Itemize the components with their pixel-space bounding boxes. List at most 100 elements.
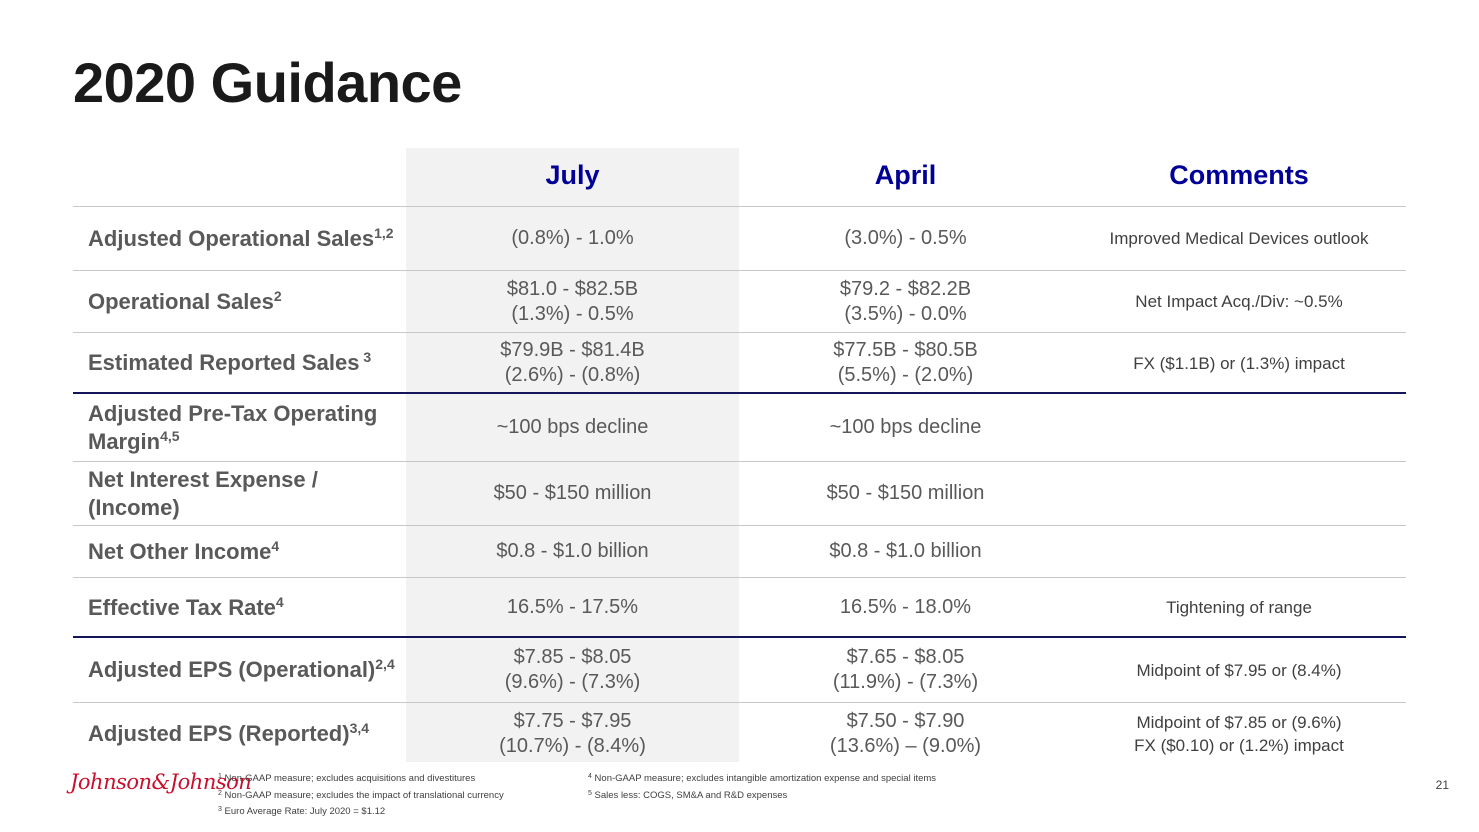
table-row: Adjusted Operational Sales1,2 (0.8%) - 1.…: [73, 207, 1406, 270]
july-value-cell: (0.8%) - 1.0%: [406, 207, 739, 270]
footnote: 3 Euro Average Rate: July 2020 = $1.12: [218, 806, 386, 817]
july-value-cell: $50 - $150 million: [406, 462, 739, 525]
april-value-cell: ~100 bps decline: [739, 394, 1072, 461]
july-value: (0.8%) - 1.0%: [511, 227, 634, 249]
comment-cell: Net Impact Acq./Div: ~0.5%: [1072, 271, 1406, 332]
july-value: $81.0 - $82.5B: [506, 277, 639, 300]
july-value: (9.6%) - (7.3%): [504, 671, 641, 693]
july-value-cell: $0.8 - $1.0 billion: [406, 526, 739, 577]
comment: Midpoint of $7.95 or (8.4%): [1136, 660, 1342, 680]
row-label: Adjusted Operational Sales1,2: [88, 224, 394, 251]
table-row: Adjusted EPS (Operational)2,4 $7.85 - $8.…: [73, 638, 1406, 702]
april-value: $7.50 - $7.90: [846, 709, 965, 732]
footnote: 4 Non-GAAP measure; excludes intangible …: [588, 773, 937, 784]
row-divider: [73, 525, 1406, 526]
april-value: (3.0%) - 0.5%: [844, 227, 967, 249]
column-header-july: July: [545, 160, 600, 190]
july-value: (10.7%) - (8.4%): [499, 734, 646, 757]
comment-cell: Midpoint of $7.95 or (8.4%): [1072, 638, 1406, 702]
table-row: Adjusted EPS (Reported)3,4 $7.75 - $7.95(…: [73, 703, 1406, 764]
comment-cell: [1072, 526, 1406, 577]
table-row: Net Other Income4 $0.8 - $1.0 billion $0.8…: [73, 526, 1406, 577]
april-value-cell: $79.2 - $82.2B (3.5%) - 0.0%: [739, 271, 1072, 332]
company-logo: Johnson&Johnson: [70, 770, 252, 794]
comment-cell: FX ($1.1B) or (1.3%) impact: [1072, 333, 1406, 393]
april-value: $0.8 - $1.0 billion: [829, 540, 982, 562]
july-value: $50 - $150 million: [493, 482, 652, 504]
comment-cell: Tightening of range: [1072, 578, 1406, 637]
july-value: $0.8 - $1.0 billion: [496, 540, 649, 562]
april-value-cell: 16.5% - 18.0%: [739, 578, 1072, 637]
row-label: Adjusted Pre-Tax Operating Margin4,5: [88, 400, 378, 454]
table-row: Net Interest Expense / (Income) $50 - $15…: [73, 462, 1406, 525]
table-row: Operational Sales2 $81.0 - $82.5B (1.3%) -…: [73, 271, 1406, 332]
july-value-cell: ~100 bps decline: [406, 394, 739, 461]
april-value-cell: (3.0%) - 0.5%: [739, 207, 1072, 270]
comment: FX ($0.10) or (1.2%) impact: [1134, 735, 1344, 755]
july-value: 16.5% - 17.5%: [506, 596, 639, 618]
april-value-cell: $77.5B - $80.5B (5.5%) - (2.0%): [739, 333, 1072, 393]
footnote: 2 Non-GAAP measure; excludes the impact …: [218, 789, 504, 801]
row-divider: [73, 702, 1406, 703]
april-value: $79.2 - $82.2B: [839, 277, 972, 300]
april-value: (11.9%) - (7.3%): [832, 671, 979, 693]
comment: Improved Medical Devices outlook: [1109, 229, 1369, 248]
comment: Net Impact Acq./Div: ~0.5%: [1135, 292, 1343, 311]
july-value: (2.6%) - (0.8%): [504, 364, 641, 386]
footnote: 5 Sales less: COGS, SM&A and R&D expense…: [588, 789, 788, 801]
footnote-ref: 4: [271, 537, 280, 554]
april-value: 16.5% - 18.0%: [839, 596, 972, 618]
april-value: (3.5%) - 0.0%: [844, 302, 967, 325]
page-title: 2020 Guidance: [73, 51, 462, 114]
row-divider: [73, 332, 1406, 333]
row-label: Adjusted EPS (Reported)3,4: [88, 719, 370, 746]
section-divider: [73, 636, 1406, 638]
comment-cell: [1072, 462, 1406, 525]
april-value: (13.6%) – (9.0%): [829, 734, 982, 757]
footnote-ref: 4: [275, 593, 284, 610]
comment-cell: Midpoint of $7.85 or (9.6%) FX ($0.10) or…: [1072, 703, 1406, 764]
comment-cell: Improved Medical Devices outlook: [1072, 207, 1406, 270]
footnotes-right: 4 Non-GAAP measure; excludes intangible …: [588, 771, 936, 804]
row-divider: [73, 270, 1406, 271]
footnote-ref: 2: [273, 287, 282, 304]
column-header-april: April: [874, 160, 937, 190]
july-value-cell: $7.85 - $8.05 (9.6%) - (7.3%): [406, 638, 739, 702]
april-value: ~100 bps decline: [829, 416, 982, 438]
row-divider: [73, 206, 1406, 207]
footnote: 1 Non-GAAP measure; excludes acquisition…: [218, 773, 476, 784]
row-label: Operational Sales2: [88, 287, 282, 314]
july-value: $7.75 - $7.95: [513, 709, 632, 732]
july-value-cell: $81.0 - $82.5B (1.3%) - 0.5%: [406, 271, 739, 332]
row-divider: [73, 577, 1406, 578]
july-value: (1.3%) - 0.5%: [511, 302, 634, 325]
footnotes-left: 1 Non-GAAP measure; excludes acquisition…: [218, 771, 504, 821]
april-value-cell: $0.8 - $1.0 billion: [739, 526, 1072, 577]
july-column-shade: [406, 148, 739, 762]
comment-cell: [1072, 394, 1406, 461]
april-value: $50 - $150 million: [826, 482, 985, 504]
july-value-cell: $79.9B - $81.4B (2.6%) - (0.8%): [406, 333, 739, 393]
footnote-ref: 3: [359, 349, 372, 365]
table-row: Effective Tax Rate4 16.5% - 17.5% 16.5% - …: [73, 578, 1406, 637]
footnote-ref: 3,4: [349, 719, 370, 736]
april-value-cell: $7.65 - $8.05 (11.9%) - (7.3%): [739, 638, 1072, 702]
footnote-ref: 4,5: [160, 427, 180, 444]
column-header-comments: Comments: [1169, 160, 1309, 190]
row-divider: [73, 461, 1406, 462]
july-value-cell: 16.5% - 17.5%: [406, 578, 739, 637]
row-label: Net Interest Expense / (Income): [88, 466, 318, 520]
april-value: $77.5B - $80.5B: [833, 339, 978, 361]
row-label: Estimated Reported Sales 3: [88, 349, 372, 375]
april-value-cell: $7.50 - $7.90 (13.6%) – (9.0%): [739, 703, 1072, 764]
page-number: 21: [1435, 778, 1449, 792]
july-value: $7.85 - $8.05: [513, 646, 632, 668]
july-value: ~100 bps decline: [496, 416, 649, 438]
july-value: $79.9B - $81.4B: [500, 339, 645, 361]
section-divider: [73, 392, 1406, 394]
row-label: Effective Tax Rate4: [88, 593, 284, 620]
comment: Midpoint of $7.85 or (9.6%): [1136, 712, 1342, 732]
footnote-ref: 1,2: [374, 224, 394, 241]
april-value-cell: $50 - $150 million: [739, 462, 1072, 525]
july-value-cell: $7.75 - $7.95 (10.7%) - (8.4%): [406, 703, 739, 764]
